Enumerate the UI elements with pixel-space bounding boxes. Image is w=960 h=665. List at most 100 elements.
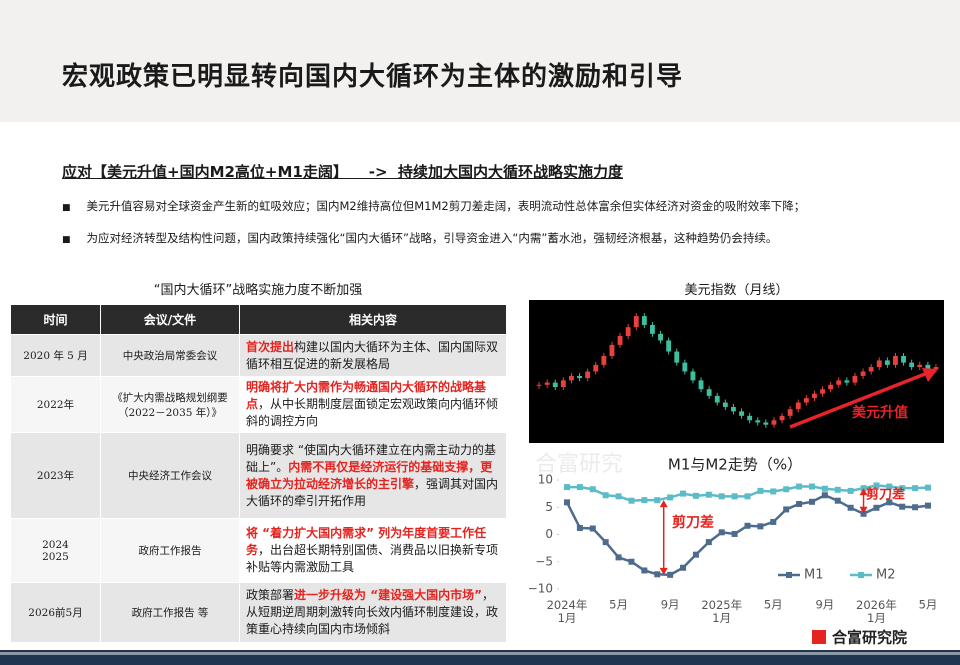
point xyxy=(589,525,596,532)
bullet: 为应对经济转型及结构性问题，国内政策持续强化“国内大循环”战略，引导资金进入“内… xyxy=(62,230,778,246)
chart-title: 美元指数（月线） xyxy=(684,283,789,298)
table-row: 2023年 中央经济工作会议 明确要求 “使国内大循环建立在内需主动力的基础上”。内… xyxy=(10,432,507,519)
point xyxy=(847,487,854,494)
content-text: ，强调其对国内大循环的牵引开拓作用 xyxy=(246,476,499,508)
point xyxy=(680,564,687,571)
bullet: 美元升值容易对全球资金产生新的虹吸效应；国内M2维持高位但M1M2剪刀差走阔，表… xyxy=(62,198,806,214)
candle xyxy=(884,360,890,365)
point xyxy=(808,483,815,490)
content-text: 政策部署 xyxy=(246,588,295,602)
point xyxy=(692,492,699,499)
candle xyxy=(690,371,696,381)
time-cell: 2026前5月 xyxy=(10,582,101,643)
candle xyxy=(698,380,704,390)
content-cell: 首次提出构建以国内大循环为主体、国内国际双循环相互促进的新发展格局 xyxy=(239,334,507,377)
arrow-head xyxy=(922,368,938,382)
logo: 合富研究院 xyxy=(831,629,907,647)
chart-title: M1与M2走势（%） xyxy=(668,456,802,474)
candle xyxy=(731,406,736,412)
candle xyxy=(641,316,647,325)
table-row: 2020 年 5 月中央政治局常委会议 首次提出构建以国内大循环为主体、国内国际双… xyxy=(10,334,507,377)
legend-marker xyxy=(858,572,864,578)
y-tick-label: −5 xyxy=(535,554,553,568)
candle xyxy=(925,364,931,370)
candle xyxy=(909,362,915,368)
point xyxy=(783,486,790,493)
point xyxy=(680,490,687,497)
candle xyxy=(803,398,809,403)
point xyxy=(731,530,738,537)
candle xyxy=(609,344,615,356)
point xyxy=(744,493,751,500)
annotation: 剪刀差 xyxy=(866,487,905,503)
candle xyxy=(585,371,591,379)
content-text: 内需不再仅是经济运行的基础支撑，更被确立为拉动经济增长的主引擎 xyxy=(246,459,493,491)
title-band xyxy=(0,0,960,122)
point xyxy=(770,488,777,495)
point xyxy=(718,493,725,500)
watermark: 合富研究 xyxy=(535,452,623,477)
point xyxy=(925,502,931,509)
point xyxy=(589,486,596,493)
candle xyxy=(722,402,728,407)
content-text: ，出台超长期特别国债、消费品以旧换新专项补贴等内需激励工具 xyxy=(246,543,499,574)
x-tick-label: 2026年 1月 xyxy=(856,598,897,625)
subtitle: 应对【美元升值+国内M2高位+M1走阔】 -> 持续加大国内大循环战略实施力度 xyxy=(62,163,623,181)
document-cell: 政府工作报告 xyxy=(100,518,240,583)
candle xyxy=(593,364,599,372)
point xyxy=(692,551,699,558)
point xyxy=(654,571,661,578)
candle xyxy=(560,380,566,388)
candle xyxy=(739,411,744,416)
candle xyxy=(820,389,825,394)
candle xyxy=(812,393,817,399)
candle xyxy=(617,336,623,345)
point xyxy=(602,539,609,546)
point xyxy=(847,504,854,511)
candle xyxy=(763,422,769,425)
point xyxy=(783,506,790,513)
point xyxy=(602,492,609,499)
candle xyxy=(658,333,663,341)
point xyxy=(821,485,828,492)
content-text: ，从短期逆周期刺激转向长效内循环制度建设，政策重心持续向国内市场倾斜 xyxy=(246,588,499,636)
candle xyxy=(633,316,639,328)
table-row: 2026前5月 政府工作报告 等政策部署进一步升级为 “建设强大国内市场”，从短期… xyxy=(10,582,507,643)
candle xyxy=(787,409,793,416)
content-text: 将 “着力扩大国内需求” 列为年度首要工作任务 xyxy=(246,526,487,557)
annotation: 美元升值 xyxy=(852,404,908,421)
point xyxy=(576,484,583,491)
candle xyxy=(747,415,753,421)
point xyxy=(731,493,738,500)
x-tick-label: 9月 xyxy=(815,598,834,612)
point xyxy=(899,503,906,510)
chart-background xyxy=(529,300,944,443)
x-tick-label: 2024年 1月 xyxy=(547,598,588,625)
content-cell: 政策部署进一步升级为 “建设强大国内市场”，从短期逆周期刺激转向长效内循环制度建… xyxy=(239,582,507,643)
content-text: 进一步升级为 “建设强大国内市场” xyxy=(294,588,482,602)
candle xyxy=(917,364,923,368)
point xyxy=(628,558,635,565)
candle xyxy=(625,327,631,337)
point xyxy=(912,485,919,492)
point xyxy=(757,523,764,530)
candle xyxy=(836,380,842,385)
legend-label: M2 xyxy=(876,568,896,583)
point xyxy=(886,499,893,506)
point xyxy=(615,554,622,561)
slide-title: 宏观政策已明显转向国内大循环为主体的激励和引导 xyxy=(62,62,684,92)
column-header: 会议/文件 xyxy=(100,304,240,335)
content-cell: 明确将扩大内需作为畅通国内大循环的战略基点，从中长期制度层面锁定宏观政策向内循环… xyxy=(239,376,507,433)
point xyxy=(873,482,880,489)
point xyxy=(667,494,674,501)
document-cell: 《扩大内需战略规划纲要（2022－2035 年）》 xyxy=(100,376,240,433)
candle xyxy=(795,402,801,410)
candle xyxy=(544,382,550,385)
point xyxy=(796,500,803,507)
point xyxy=(705,539,712,546)
point xyxy=(860,510,867,517)
y-tick-label: 5 xyxy=(545,500,553,514)
candle xyxy=(569,375,574,381)
